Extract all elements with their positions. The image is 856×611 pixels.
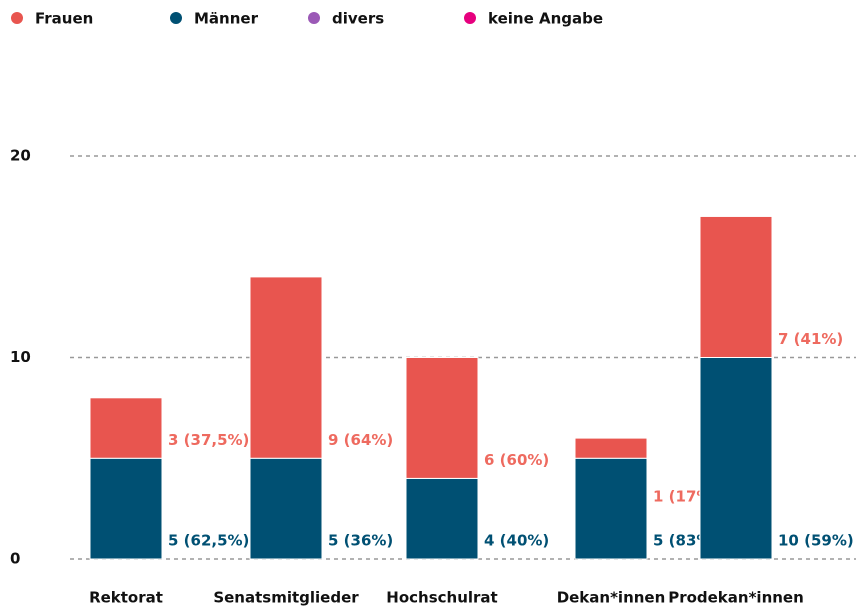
y-tick-label: 20 — [10, 147, 31, 165]
x-tick-label: Dekan*innen — [557, 589, 666, 607]
value-label: 10 (59%) — [778, 532, 854, 550]
x-tick-label: Prodekan*innen — [668, 589, 804, 607]
bar-segment — [249, 276, 323, 459]
bar-segment — [699, 215, 773, 358]
bar-segment — [574, 437, 648, 459]
x-tick-label: Rektorat — [89, 589, 163, 607]
value-label: 9 (64%) — [328, 431, 393, 449]
bar-segment — [249, 457, 323, 560]
value-label: 4 (40%) — [484, 532, 549, 550]
bar-segment — [574, 457, 648, 560]
legend-swatch — [11, 12, 23, 24]
x-tick-label: Senatsmitglieder — [213, 589, 359, 607]
y-tick-label: 0 — [10, 550, 20, 568]
y-tick-label: 10 — [10, 348, 31, 366]
bar-segment — [89, 457, 163, 560]
legend-swatch — [308, 12, 320, 24]
bar-segment — [699, 357, 773, 560]
bar-segment — [405, 477, 479, 560]
legend-label: keine Angabe — [488, 10, 603, 28]
value-label: 7 (41%) — [778, 330, 843, 348]
value-label: 3 (37,5%) — [168, 431, 249, 449]
bar-segment — [405, 357, 479, 479]
value-label: 5 (36%) — [328, 532, 393, 550]
bar-segment — [89, 397, 163, 459]
value-label: 5 (62,5%) — [168, 532, 249, 550]
legend-swatch — [170, 12, 182, 24]
x-tick-label: Hochschulrat — [386, 589, 497, 607]
legend-label: Frauen — [35, 10, 93, 28]
legend-label: Männer — [194, 10, 259, 28]
legend-swatch — [464, 12, 476, 24]
value-label: 6 (60%) — [484, 451, 549, 469]
legend-label: divers — [332, 10, 384, 28]
